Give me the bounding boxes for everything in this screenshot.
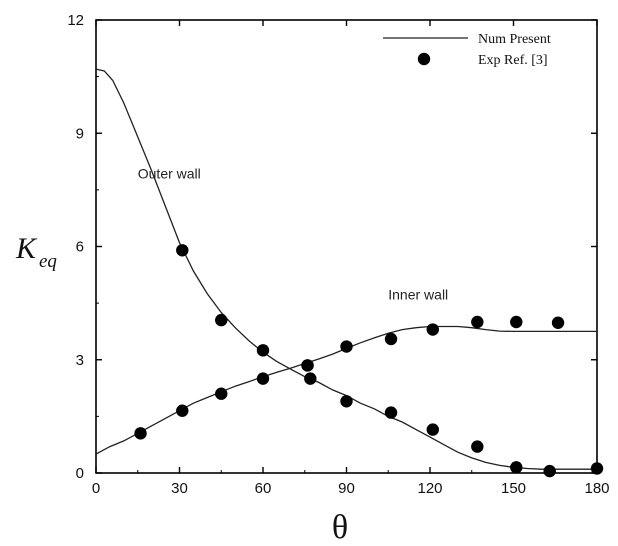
data-point (215, 387, 228, 400)
legend-label: Exp Ref. [3] (478, 53, 548, 68)
points-layer (134, 244, 604, 478)
y-tick-label: 0 (76, 465, 84, 482)
data-point (384, 406, 398, 419)
annotation-label: Outer wall (138, 166, 201, 182)
data-point (134, 427, 147, 440)
annotation-label: Inner wall (388, 286, 448, 302)
legend-label: Num Present (478, 32, 551, 47)
legend: Num Present Exp Ref. [3] (383, 32, 551, 68)
curve-outer-wall (95, 68, 597, 470)
data-point (426, 423, 439, 436)
data-point (256, 372, 270, 385)
data-point (176, 404, 189, 417)
y-tick-label: 9 (76, 125, 84, 142)
data-point (304, 372, 317, 385)
data-point (301, 359, 314, 372)
data-point (471, 315, 484, 329)
data-point (426, 323, 439, 336)
data-point (176, 244, 189, 257)
data-point (590, 462, 604, 475)
data-point (471, 440, 484, 453)
data-point (543, 464, 556, 478)
data-point (256, 344, 270, 357)
annotations-layer: Outer wall Inner wall (138, 166, 448, 303)
y-axis-label-subscript: eq (39, 251, 57, 272)
x-tick-label: 30 (171, 480, 188, 497)
data-point (384, 332, 398, 346)
y-axis-label: K (15, 232, 38, 265)
x-tick-label: 150 (501, 480, 526, 497)
data-point (510, 315, 523, 329)
x-tick-label: 120 (417, 480, 442, 497)
x-axis-label: θ (332, 509, 348, 546)
axes-layer: 0 30 60 90 120 150 180 0 3 6 9 12 (67, 12, 609, 497)
y-tick-label: 3 (76, 352, 84, 369)
y-tick-label: 12 (67, 12, 84, 29)
data-point (510, 461, 523, 474)
data-point (215, 313, 228, 327)
x-tick-label: 0 (92, 480, 100, 497)
data-point (551, 316, 565, 329)
y-tick-label: 6 (76, 239, 84, 256)
legend-circle-marker (417, 52, 431, 66)
x-tick-label: 180 (584, 480, 609, 497)
x-tick-label: 90 (338, 480, 355, 497)
x-tick-label: 60 (255, 480, 272, 497)
data-point (340, 340, 353, 353)
curves-layer (95, 68, 597, 470)
data-point (340, 395, 353, 408)
